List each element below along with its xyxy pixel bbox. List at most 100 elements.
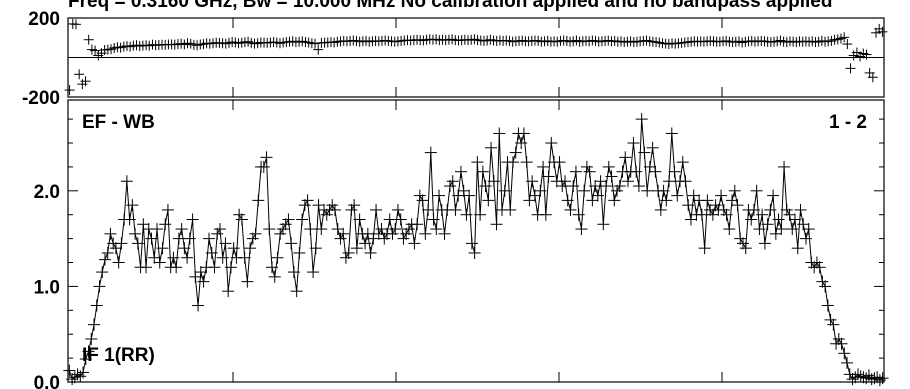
amp-data-point [257,160,270,173]
amp-data-point [698,242,711,255]
amp-data-point [810,256,823,269]
amp-data-point [490,218,503,231]
amp-data-point [701,194,714,207]
amp-data-point [375,223,388,236]
amp-data-point [851,368,864,381]
amp-data-point [282,213,295,226]
amp-data-point [361,227,374,240]
amp-data-point [120,175,133,188]
amp-data-point [194,266,207,279]
amp-data-point [383,213,396,226]
amp-data-point [586,194,599,207]
amp-data-point [172,232,185,245]
amp-data-point [646,141,659,154]
amp-data-point [126,199,139,212]
amp-data-point [597,218,610,231]
amp-data-point [137,218,150,231]
amp-data-point [654,203,667,216]
amp-data-point [564,203,577,216]
amp-data-point [88,318,101,331]
amp-data-point [266,261,278,274]
amp-data-point [682,199,695,212]
phase-panel: 200 -200 [22,9,888,109]
amp-frame [67,99,885,383]
amp-data-point [186,213,199,226]
amp-data-point [216,251,229,264]
amp-y-tick-label: 1.0 [34,277,60,298]
amp-data-point [386,227,399,240]
amp-data-point [326,199,339,212]
amp-data-point [750,184,763,197]
amp-data-point [320,208,333,221]
amp-data-point [101,246,114,259]
amp-data-point [506,156,519,169]
amp-data-point [504,203,517,216]
amp-data-point [413,189,426,202]
amp-data-point [359,237,372,250]
amp-data-point [841,356,854,369]
amp-data-point [205,246,218,259]
amp-data-point [178,242,191,255]
amp-data-point [104,227,117,240]
amp-data-point [424,146,437,159]
amp-data-point [411,218,424,231]
amp-data-point [296,213,309,226]
amp-data-point [819,280,832,293]
amp-data-point [846,373,859,386]
amp-data-point [668,165,681,178]
amp-data-point [233,208,246,221]
amp-data-point [350,242,363,255]
amp-data-point [203,232,216,245]
amp-data-point [747,203,760,216]
amp-data-point [454,165,467,178]
amp-data-point [539,208,552,221]
amp-data-point [832,332,845,345]
amp-data-point [71,368,84,381]
amp-data-point [578,184,591,197]
amp-data-point [761,218,774,231]
phase-data-point [310,38,321,49]
amp-data-point [93,280,106,293]
amp-data-point [608,194,621,207]
amp-data-point [630,165,643,178]
amp-data-point [148,251,161,264]
amp-data-point [567,180,580,193]
amp-data-point [474,208,487,221]
amp-data-point [156,242,169,255]
phase-data-point [313,44,324,55]
amp-data-point [827,318,840,331]
amp-data-point [153,256,166,269]
amp-data-point [778,160,791,173]
amp-data-point [449,203,462,216]
amp-data-point [611,184,624,197]
amp-series-line [68,119,883,381]
amp-data-point [443,180,456,193]
amp-data-point [342,246,355,259]
amp-data-point [238,251,251,264]
amp-data-point [460,208,473,221]
phase-data-point [839,32,850,43]
amp-data-point [129,227,142,240]
amp-data-point [594,175,607,188]
amp-data-point [285,237,298,250]
phase-data-point [83,34,94,45]
amp-data-point [542,170,555,183]
amp-data-point [619,151,632,164]
amp-data-point [161,203,174,216]
amp-data-point [397,232,410,245]
amp-data-point [244,242,257,255]
phase-y-tick-label: 200 [28,9,60,30]
amp-data-point [734,232,747,245]
amp-data-point [556,180,569,193]
amp-data-point [797,218,810,231]
amp-data-point [167,251,180,264]
amp-data-point [394,213,407,226]
amp-data-point [528,189,541,202]
amp-data-point [638,146,651,159]
amp-data-point [854,370,867,383]
amp-data-point [378,232,391,245]
amp-data-point [783,208,796,221]
amp-data-point [561,194,574,207]
amp-data-point [427,213,440,226]
